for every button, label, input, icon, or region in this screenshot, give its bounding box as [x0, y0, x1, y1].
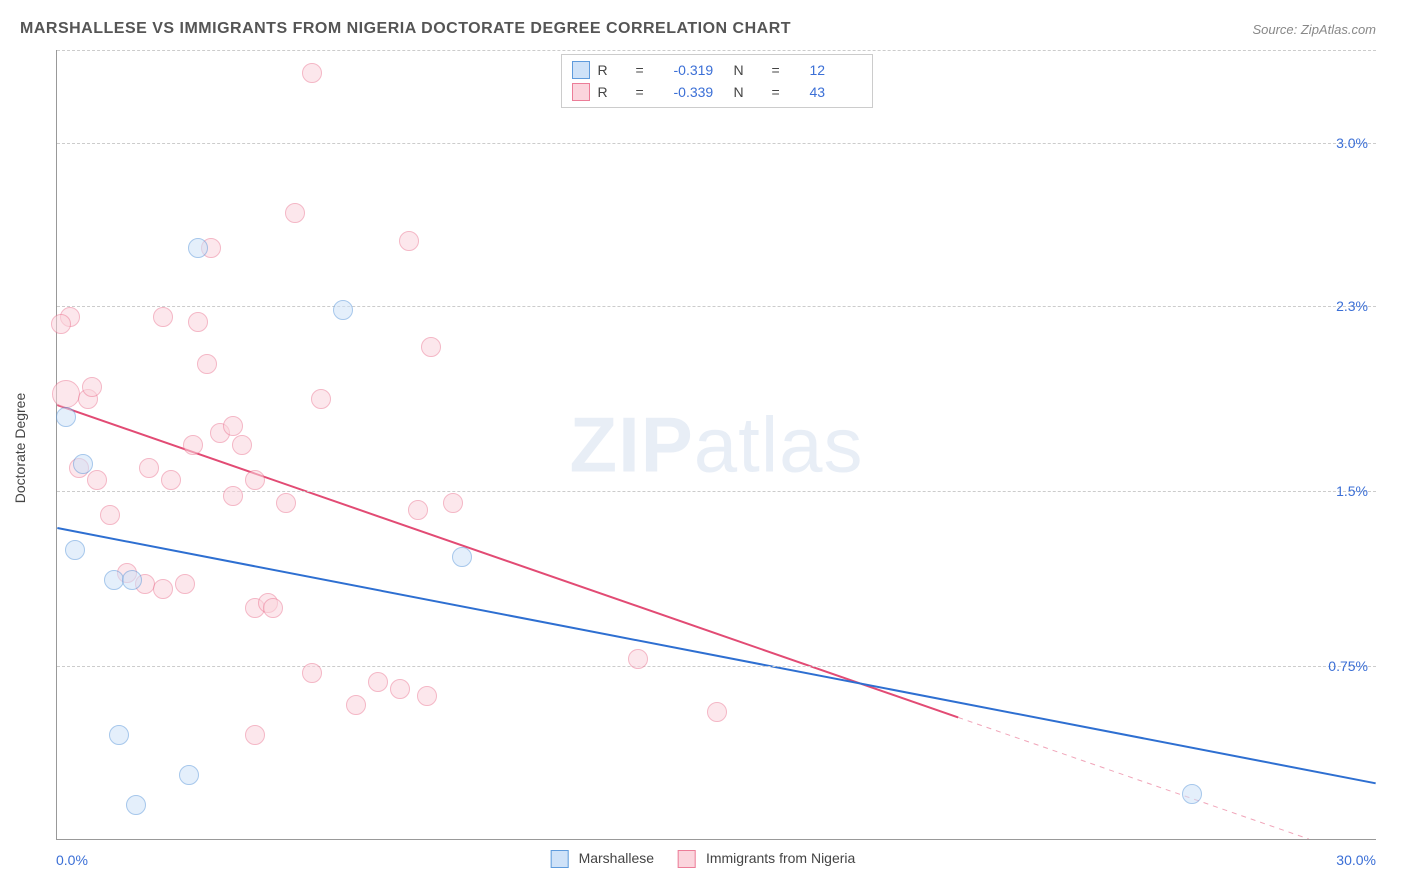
y-tick-label: 2.3%	[1336, 298, 1368, 314]
scatter-point-marshallese	[126, 795, 146, 815]
x-axis-max-label: 30.0%	[1336, 852, 1376, 868]
scatter-point-marshallese	[179, 765, 199, 785]
scatter-point-marshallese	[333, 300, 353, 320]
regression-line-dashed-nigeria	[958, 717, 1309, 839]
equals-sign: =	[636, 81, 666, 103]
equals-sign: =	[772, 59, 802, 81]
scatter-point-nigeria	[197, 354, 217, 374]
scatter-point-nigeria	[100, 505, 120, 525]
legend-item-nigeria: Immigrants from Nigeria	[678, 850, 855, 868]
gridline	[57, 491, 1376, 492]
n-label: N	[734, 81, 764, 103]
scatter-point-marshallese	[452, 547, 472, 567]
n-value-marshallese: 12	[810, 59, 862, 81]
scatter-point-nigeria	[245, 470, 265, 490]
scatter-point-nigeria	[421, 337, 441, 357]
correlation-legend-row-nigeria: R = -0.339 N = 43	[572, 81, 862, 103]
scatter-plot-area: ZIPatlas R = -0.319 N = 12 R = -0.339 N …	[56, 50, 1376, 840]
scatter-point-nigeria	[443, 493, 463, 513]
scatter-point-nigeria	[285, 203, 305, 223]
y-tick-label: 0.75%	[1328, 658, 1368, 674]
scatter-point-nigeria	[232, 435, 252, 455]
scatter-point-marshallese	[56, 407, 76, 427]
scatter-point-nigeria	[153, 579, 173, 599]
scatter-point-nigeria	[311, 389, 331, 409]
legend-swatch-marshallese	[551, 850, 569, 868]
scatter-point-nigeria	[408, 500, 428, 520]
watermark-text-light: atlas	[694, 400, 864, 488]
scatter-point-nigeria	[707, 702, 727, 722]
n-label: N	[734, 59, 764, 81]
legend-swatch-nigeria	[572, 83, 590, 101]
scatter-point-nigeria	[153, 307, 173, 327]
legend-swatch-nigeria	[678, 850, 696, 868]
scatter-point-nigeria	[51, 314, 71, 334]
r-value-marshallese: -0.319	[674, 59, 726, 81]
scatter-point-nigeria	[302, 663, 322, 683]
scatter-point-nigeria	[175, 574, 195, 594]
scatter-point-nigeria	[52, 380, 80, 408]
equals-sign: =	[636, 59, 666, 81]
scatter-point-nigeria	[245, 725, 265, 745]
series-legend: Marshallese Immigrants from Nigeria	[551, 850, 856, 868]
gridline	[57, 666, 1376, 667]
scatter-point-nigeria	[390, 679, 410, 699]
gridline	[57, 306, 1376, 307]
r-label: R	[598, 81, 628, 103]
source-attribution: Source: ZipAtlas.com	[1252, 22, 1376, 37]
scatter-point-nigeria	[223, 486, 243, 506]
r-value-nigeria: -0.339	[674, 81, 726, 103]
scatter-point-nigeria	[223, 416, 243, 436]
gridline	[57, 50, 1376, 51]
scatter-point-marshallese	[73, 454, 93, 474]
y-axis-title: Doctorate Degree	[12, 393, 28, 504]
correlation-legend: R = -0.319 N = 12 R = -0.339 N = 43	[561, 54, 873, 108]
legend-item-marshallese: Marshallese	[551, 850, 654, 868]
scatter-point-nigeria	[276, 493, 296, 513]
r-label: R	[598, 59, 628, 81]
y-tick-label: 3.0%	[1336, 135, 1368, 151]
scatter-point-nigeria	[161, 470, 181, 490]
scatter-point-nigeria	[139, 458, 159, 478]
scatter-point-nigeria	[628, 649, 648, 669]
scatter-point-nigeria	[346, 695, 366, 715]
scatter-point-nigeria	[82, 377, 102, 397]
scatter-point-nigeria	[263, 598, 283, 618]
scatter-point-nigeria	[399, 231, 419, 251]
legend-swatch-marshallese	[572, 61, 590, 79]
scatter-point-nigeria	[417, 686, 437, 706]
y-tick-label: 1.5%	[1336, 483, 1368, 499]
correlation-legend-row-marshallese: R = -0.319 N = 12	[572, 59, 862, 81]
legend-label-nigeria: Immigrants from Nigeria	[706, 850, 855, 866]
scatter-point-nigeria	[87, 470, 107, 490]
n-value-nigeria: 43	[810, 81, 862, 103]
equals-sign: =	[772, 81, 802, 103]
scatter-point-nigeria	[368, 672, 388, 692]
legend-label-marshallese: Marshallese	[579, 850, 654, 866]
gridline	[57, 143, 1376, 144]
watermark-text-heavy: ZIP	[569, 400, 693, 488]
scatter-point-marshallese	[122, 570, 142, 590]
scatter-point-nigeria	[302, 63, 322, 83]
scatter-point-nigeria	[183, 435, 203, 455]
scatter-point-marshallese	[65, 540, 85, 560]
x-axis-min-label: 0.0%	[56, 852, 88, 868]
chart-title: MARSHALLESE VS IMMIGRANTS FROM NIGERIA D…	[20, 20, 791, 38]
watermark: ZIPatlas	[569, 399, 863, 490]
scatter-point-marshallese	[188, 238, 208, 258]
scatter-point-marshallese	[1182, 784, 1202, 804]
scatter-point-marshallese	[109, 725, 129, 745]
scatter-point-nigeria	[188, 312, 208, 332]
